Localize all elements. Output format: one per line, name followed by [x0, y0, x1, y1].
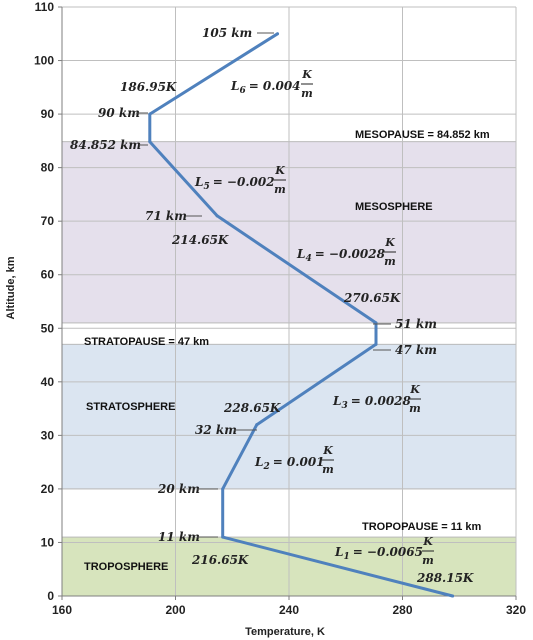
altitude-label-47km: 47 km	[395, 343, 437, 357]
mesopause-label: MESOPAUSE = 84.852 km	[355, 129, 490, 141]
temperature-profile-line	[148, 32, 455, 598]
lapse-rate-L1: L1 = −0.0065 K m	[334, 535, 434, 567]
svg-text:K: K	[301, 68, 312, 81]
profile-point-2	[221, 487, 225, 491]
svg-text:K: K	[384, 236, 395, 249]
altitude-label-11km: 11 km	[158, 530, 200, 544]
profile-point-0	[451, 594, 455, 598]
altitude-label-20km: 20 km	[157, 482, 200, 496]
temperature-label-270-65K: 270.65K	[343, 291, 401, 305]
x-tick-label-240: 240	[279, 603, 299, 617]
altitude-label-84852km: 84.852 km	[70, 138, 141, 152]
altitude-label-90km: 90 km	[98, 106, 140, 120]
svg-text:m: m	[384, 255, 396, 268]
profile-point-3	[255, 423, 259, 427]
y-tick-label-50: 50	[41, 321, 55, 335]
svg-text:m: m	[422, 554, 434, 567]
temperature-label-288-15K: 288.15K	[416, 571, 474, 585]
lapse-rate-L4: L4 = −0.0028 K m	[296, 236, 396, 268]
y-tick-label-80: 80	[41, 161, 55, 175]
axes: 0 10 20 30 40 50 60 70 80 90 100 110 160 200 240 280 320	[34, 0, 526, 617]
svg-text:m: m	[322, 463, 334, 476]
stratopause-label: STRATOPAUSE = 47 km	[84, 336, 209, 348]
svg-text:m: m	[274, 183, 286, 196]
temperature-label-214-65K: 214.65K	[171, 233, 229, 247]
altitude-label-71km: 71 km	[145, 209, 187, 223]
svg-text:K: K	[409, 383, 420, 396]
svg-text:m: m	[409, 402, 421, 415]
y-tick-label-60: 60	[41, 268, 55, 282]
x-tick-label-200: 200	[165, 603, 185, 617]
temperature-label-228-65K: 228.65K	[223, 401, 281, 415]
profile-point-7	[148, 140, 152, 144]
lapse-rate-L3: L3 = 0.0028 K m	[332, 383, 421, 415]
x-axis-title: Temperature, K	[245, 626, 325, 638]
svg-text:L4= −0.0028: L4 = −0.0028	[296, 247, 386, 264]
x-tick-label-160: 160	[52, 603, 72, 617]
y-tick-label-30: 30	[41, 428, 55, 442]
y-tick-label-0: 0	[47, 589, 54, 603]
y-tick-label-70: 70	[41, 214, 55, 228]
altitude-label-51km: 51 km	[395, 317, 437, 331]
y-tick-label-100: 100	[34, 54, 54, 68]
y-tick-label-90: 90	[41, 107, 55, 121]
y-tick-label-110: 110	[35, 0, 55, 14]
y-tick-label-20: 20	[41, 482, 55, 496]
profile-point-1	[221, 535, 225, 539]
x-tick-label-280: 280	[392, 603, 412, 617]
svg-text:K: K	[422, 535, 433, 548]
svg-text:L1= −0.0065: L1 = −0.0065	[334, 545, 423, 562]
region-label-troposphere: TROPOSPHERE	[84, 561, 168, 573]
altitude-label-105km: 105 km	[202, 26, 252, 40]
y-axis-title: Altitude, km	[5, 256, 17, 319]
profile-point-4	[374, 342, 378, 346]
x-tick-label-320: 320	[506, 603, 526, 617]
svg-text:K: K	[274, 164, 285, 177]
svg-text:L5= −0.002: L5 = −0.002	[194, 175, 275, 192]
region-label-stratosphere: STRATOSPHERE	[86, 401, 175, 413]
profile-point-9	[276, 32, 280, 36]
svg-text:L6= 0.004: L6 = 0.004	[230, 79, 301, 96]
temperature-label-216-65K: 216.65K	[191, 553, 249, 567]
label-leaders	[136, 32, 391, 538]
profile-point-8	[148, 112, 152, 116]
profile-point-6	[215, 214, 219, 218]
svg-text:L3= 0.0028: L3 = 0.0028	[332, 394, 412, 411]
lapse-rate-L6: L6 = 0.004 K m	[230, 68, 313, 100]
temperature-profile-series	[148, 32, 455, 598]
y-tick-label-10: 10	[41, 535, 55, 549]
lapse-rate-L5: L5 = −0.002 K m	[194, 164, 286, 196]
lapse-rate-L2: L2 = 0.001 K m	[254, 444, 334, 476]
svg-text:m: m	[301, 87, 313, 100]
temperature-label-186-95K: 186.95K	[120, 80, 177, 94]
tropopause-label: TROPOPAUSE = 11 km	[362, 521, 482, 533]
y-tick-label-40: 40	[41, 375, 55, 389]
region-label-mesosphere: MESOSPHERE	[355, 201, 433, 213]
altitude-label-32km: 32 km	[195, 423, 237, 437]
svg-text:K: K	[322, 444, 333, 457]
svg-text:L2= 0.001: L2 = 0.001	[254, 455, 325, 472]
